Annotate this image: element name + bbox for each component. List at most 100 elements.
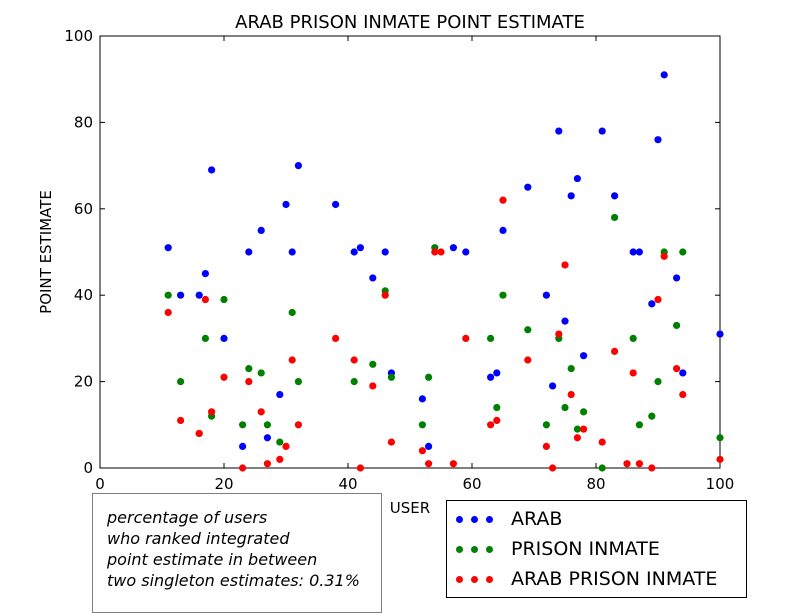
- plot-area: [99, 35, 721, 469]
- data-point: [542, 421, 551, 429]
- data-point: [356, 464, 364, 472]
- data-point: [332, 200, 340, 209]
- annotation-line: two singleton estimates: 0.31%: [107, 571, 360, 590]
- data-point: [555, 127, 563, 135]
- data-point: [673, 365, 681, 373]
- data-point: [195, 429, 203, 438]
- data-point: [635, 421, 644, 429]
- x-tick-label: 100: [706, 475, 735, 493]
- y-tick-label: 0: [83, 459, 93, 477]
- data-point: [573, 174, 582, 183]
- legend-label: PRISON INMATE: [511, 538, 660, 560]
- legend-marker: [471, 576, 478, 583]
- data-point: [660, 71, 668, 79]
- data-point: [387, 438, 395, 446]
- data-point: [177, 416, 185, 425]
- data-point: [369, 360, 377, 368]
- legend-marker: [456, 516, 463, 523]
- legend-entry-prison-inmate: PRISON INMATE: [447, 534, 746, 564]
- data-point: [425, 460, 433, 468]
- legend-marker: [486, 576, 493, 583]
- data-point: [462, 248, 470, 256]
- data-point: [542, 291, 551, 299]
- data-point: [561, 317, 569, 325]
- data-point: [629, 334, 637, 342]
- data-point: [487, 334, 495, 342]
- legend-marker: [486, 516, 493, 523]
- data-point: [201, 270, 209, 278]
- data-point: [381, 291, 389, 299]
- data-point: [245, 378, 253, 386]
- data-point: [567, 192, 575, 200]
- annotation-text: percentage of users who ranked integrate…: [107, 507, 360, 591]
- data-point: [220, 295, 228, 304]
- data-point: [208, 408, 216, 416]
- data-point: [493, 369, 501, 377]
- data-point: [276, 455, 284, 463]
- data-point: [549, 464, 557, 472]
- data-point: [524, 356, 532, 364]
- data-point: [220, 334, 228, 342]
- data-point: [598, 127, 606, 135]
- data-point: [580, 408, 588, 416]
- series-arab: [164, 71, 724, 450]
- data-point: [220, 373, 228, 381]
- annotation-box: percentage of users who ranked integrate…: [92, 493, 382, 613]
- data-point: [573, 434, 582, 442]
- series-arab-prison-inmate: [164, 196, 724, 472]
- data-point: [288, 356, 296, 364]
- legend-label: ARAB PRISON INMATE: [511, 568, 718, 590]
- data-point: [567, 365, 575, 373]
- data-point: [462, 334, 470, 342]
- data-point: [245, 365, 253, 373]
- data-point: [598, 464, 606, 472]
- x-tick-label: 80: [586, 475, 605, 493]
- data-point: [276, 390, 284, 399]
- x-axis-label: USER: [390, 499, 430, 517]
- data-point: [524, 326, 532, 334]
- data-point: [431, 248, 439, 256]
- data-point: [418, 421, 426, 429]
- y-tick-label: 80: [74, 113, 93, 131]
- data-point: [381, 248, 389, 256]
- y-tick-label: 40: [74, 286, 93, 304]
- data-point: [164, 291, 172, 299]
- y-tick-label: 60: [74, 200, 93, 218]
- data-point: [629, 248, 637, 256]
- y-tick-label: 100: [64, 27, 93, 45]
- data-point: [387, 373, 395, 381]
- data-point: [201, 295, 209, 304]
- data-point: [437, 248, 445, 256]
- data-point: [555, 330, 563, 338]
- data-point: [245, 248, 253, 256]
- data-point: [487, 421, 495, 429]
- data-point: [257, 369, 265, 377]
- data-point: [580, 352, 588, 360]
- data-point: [177, 291, 185, 299]
- data-point: [208, 166, 216, 174]
- legend-marker: [471, 516, 478, 523]
- data-point: [164, 308, 172, 317]
- legend-marker: [471, 546, 478, 553]
- data-point: [369, 274, 377, 282]
- data-point: [282, 442, 290, 450]
- data-point: [257, 226, 265, 234]
- data-point: [635, 248, 644, 256]
- data-point: [654, 378, 662, 386]
- data-point: [598, 438, 606, 446]
- data-point: [356, 244, 364, 252]
- scatter-chart: ARAB PRISON INMATE POINT ESTIMATE 0 20 40 6…: [37, 12, 735, 517]
- data-point: [611, 347, 619, 355]
- data-point: [332, 334, 340, 342]
- data-point: [561, 403, 569, 412]
- x-tick-label: 20: [214, 475, 233, 493]
- data-point: [418, 447, 426, 455]
- data-point: [679, 390, 687, 399]
- data-point: [350, 378, 358, 386]
- data-point: [288, 248, 296, 256]
- data-point: [350, 356, 358, 364]
- data-point: [679, 248, 687, 256]
- data-point: [282, 200, 290, 209]
- data-point: [350, 248, 358, 256]
- data-point: [549, 382, 557, 390]
